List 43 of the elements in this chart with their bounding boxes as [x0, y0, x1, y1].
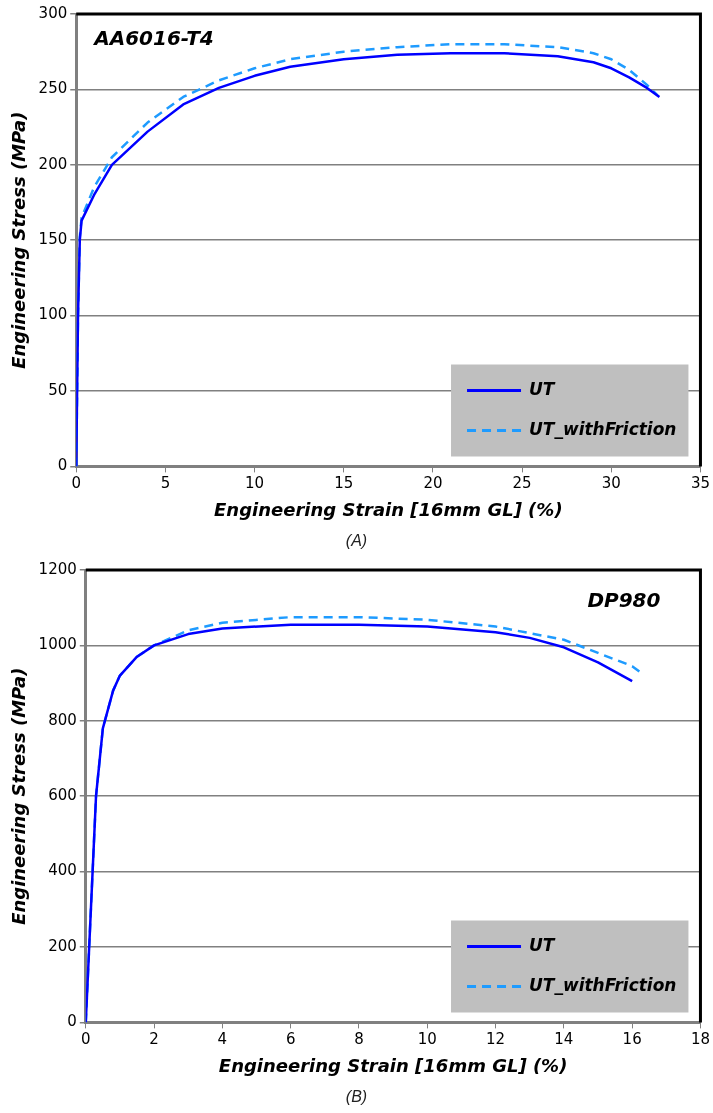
x-axis-title: Engineering Strain [16mm GL] (%) — [218, 1054, 568, 1076]
y-tick-label: 1200 — [38, 559, 77, 578]
y-tick-label: 600 — [48, 786, 77, 805]
legend-label: UT_withFriction — [529, 974, 677, 995]
x-tick-label: 35 — [690, 474, 710, 493]
x-tick-label: 16 — [622, 1030, 642, 1049]
text: DP980 — [587, 588, 661, 613]
legend-label: UT — [529, 934, 556, 955]
x-tick-label: 2 — [149, 1030, 159, 1049]
y-tick-label: 0 — [57, 456, 68, 475]
y-tick-label: 250 — [38, 79, 68, 98]
y-tick-label: 800 — [48, 710, 77, 729]
y-tick-label: 0 — [67, 1012, 77, 1031]
x-tick-label: 30 — [601, 474, 621, 493]
legend-label: UT — [529, 378, 556, 399]
x-tick-label: 10 — [245, 474, 265, 493]
y-tick-label: 200 — [48, 936, 77, 955]
y-axis-title: Engineering Stress (MPa) — [8, 111, 30, 369]
x-tick-label: 25 — [512, 474, 532, 493]
text: AA6016-T4 — [92, 26, 214, 51]
x-tick-label: 14 — [554, 1030, 574, 1049]
x-tick-label: 6 — [285, 1030, 296, 1049]
x-tick-label: 10 — [417, 1030, 437, 1049]
x-tick-label: 4 — [217, 1030, 228, 1049]
x-tick-label: 18 — [690, 1030, 710, 1049]
y-axis-title: Engineering Stress (MPa) — [8, 667, 30, 925]
text: (B) — [344, 1087, 369, 1107]
y-tick-label: 400 — [48, 861, 77, 880]
x-axis-title: Engineering Strain [16mm GL] (%) — [214, 498, 563, 520]
x-tick-label: 15 — [334, 474, 354, 493]
x-tick-label: 12 — [486, 1030, 506, 1049]
x-tick-label: 8 — [354, 1030, 364, 1049]
legend-label: UT_withFriction — [529, 418, 677, 439]
y-tick-label: 50 — [48, 380, 68, 399]
y-tick-label: 200 — [38, 154, 68, 173]
x-tick-label: 5 — [160, 474, 171, 493]
x-tick-label: 20 — [423, 474, 443, 493]
y-tick-label: 300 — [38, 3, 68, 22]
x-tick-label: 0 — [81, 1030, 91, 1049]
text: (A) — [344, 531, 369, 551]
y-tick-label: 1000 — [38, 635, 77, 654]
y-tick-label: 100 — [38, 305, 68, 324]
y-tick-label: 150 — [38, 230, 68, 249]
